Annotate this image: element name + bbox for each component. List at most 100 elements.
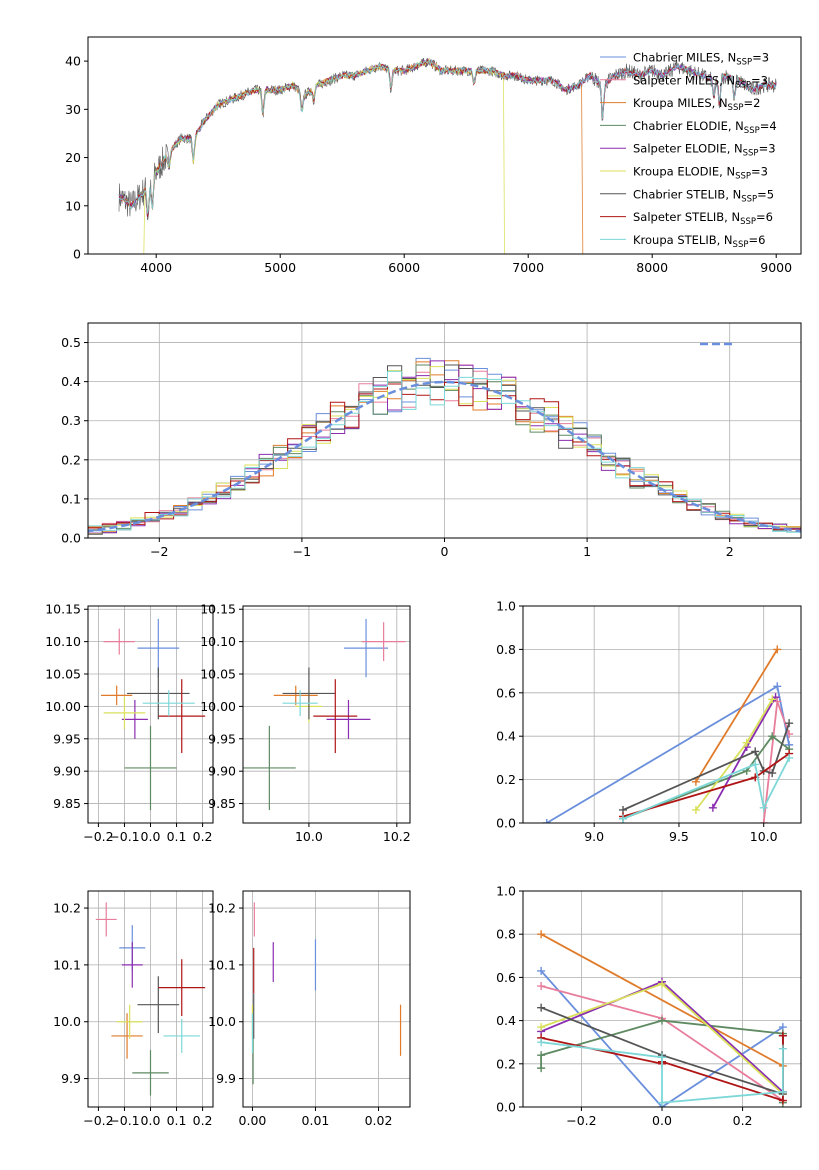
- series-marker-salpeter_miles: [785, 730, 794, 739]
- series-line-kroupa_miles: [540, 933, 784, 1067]
- errorbar-kroupa_stelib: [163, 1018, 200, 1053]
- y-tick-label: 10.1: [208, 957, 236, 972]
- histogram-kroupa_stelib: [88, 370, 801, 533]
- y-tick-label: 10.15: [45, 602, 81, 617]
- x-tick-label: 0.2: [733, 1113, 753, 1128]
- axes-frame: [522, 605, 802, 824]
- errorbar-kroupa_miles: [111, 1013, 143, 1059]
- y-tick-label: 9.90: [53, 764, 81, 779]
- x-tick-label: −1: [293, 544, 311, 559]
- panel-mass-vs-Z: −0.2−0.1 0.0 0.1 0.2 9.9 10.0 10.1 10.2: [53, 890, 214, 1128]
- series-marker-kroupa_stelib: [537, 1038, 546, 1047]
- series-marker-chabrier_stelib: [768, 769, 777, 778]
- x-tick-label: 0.2: [193, 829, 213, 844]
- x-tick-label: 0.1: [167, 1113, 187, 1128]
- series-marker-kroupa_stelib: [658, 1098, 666, 1107]
- series-marker-chabrier_miles: [542, 819, 551, 823]
- x-tick-label: 10.2: [383, 829, 411, 844]
- panel-massweight-vs-age: 9.0 9.5 10.0 0.0 0.2 0.4 0.6 0.8 1.0: [496, 599, 802, 844]
- normal-reference-curve: [88, 380, 801, 533]
- panel-mass-vs-EBV: 0.00 0.01 0.02 9.9 10.0 10.1 10.2: [208, 890, 411, 1128]
- legend-label: Kroupa STELIB, NSSP=6: [633, 233, 765, 250]
- spectrum-model-kroupa_stelib: [118, 59, 777, 214]
- y-tick-label: 0.2: [496, 772, 516, 787]
- x-tick-label: 0: [441, 544, 449, 559]
- y-tick-label: 1.0: [496, 599, 516, 614]
- plot-area: [95, 902, 206, 1096]
- series-marker-salpeter_elodie: [708, 803, 717, 812]
- series-marker-salpeter_stelib: [778, 1096, 787, 1105]
- errorbar-salpeter_miles: [361, 622, 406, 662]
- y-tick-label: 10.15: [200, 602, 236, 617]
- errorbar-salpeter_elodie: [121, 942, 143, 988]
- panel-age-vs-Z: −0.2−0.1 0.0 0.1 0.2 9.85 9.90 9.95 10.00 10.05 1…: [45, 602, 214, 844]
- spectrum-model-kroupa_elodie: [119, 57, 777, 254]
- spectrum-model-kroupa_miles: [118, 57, 777, 254]
- axes-frame: [87, 36, 802, 255]
- y-tick-label: 0.0: [496, 816, 516, 831]
- x-tick-label: −2: [150, 544, 168, 559]
- y-tick-label: 10.10: [200, 634, 236, 649]
- series-marker-kroupa_elodie: [768, 695, 777, 704]
- y-tick-label: 10.0: [53, 1014, 81, 1029]
- x-tick-label: 6000: [388, 260, 420, 275]
- series-line-salpeter_elodie: [712, 696, 777, 809]
- x-tick-label: 0.2: [193, 1113, 213, 1128]
- series-marker-chabrier_miles: [773, 682, 782, 691]
- x-tick-label: 0.1: [167, 829, 187, 844]
- series-marker-chabrier_elodie: [537, 1051, 546, 1060]
- x-tick-label: 8000: [636, 260, 668, 275]
- y-tick-label: 10.05: [45, 667, 81, 682]
- series-marker-kroupa_stelib: [619, 814, 628, 823]
- y-tick-label: 0.4: [496, 729, 516, 744]
- y-tick-label: 0: [73, 247, 81, 262]
- series-marker-kroupa_miles: [773, 645, 782, 654]
- series-marker-salpeter_miles: [773, 697, 782, 706]
- errorbar-salpeter_elodie: [121, 699, 148, 739]
- x-tick-label: −0.2: [83, 829, 113, 844]
- series-marker-kroupa_miles: [537, 930, 546, 939]
- y-tick-label: 9.9: [61, 1071, 81, 1086]
- x-tick-label: −0.1: [109, 1113, 139, 1128]
- y-tick-label: 30: [65, 102, 81, 117]
- x-tick-label: −0.1: [109, 829, 139, 844]
- x-tick-label: 9.0: [584, 829, 604, 844]
- series-marker-chabrier_stelib: [785, 719, 794, 728]
- x-tick-label: 0.0: [141, 829, 161, 844]
- errorbar-salpeter_stelib: [313, 679, 358, 754]
- series-marker-kroupa_elodie: [691, 805, 700, 814]
- x-tick-label: 0.00: [239, 1113, 267, 1128]
- errorbar-chabrier_miles: [344, 618, 389, 678]
- panel-massweight-vs-Z: −0.2 0.0 0.2 0.0 0.2 0.4 0.6 0.8 1.0: [496, 884, 802, 1128]
- y-tick-label: 0.4: [61, 374, 81, 389]
- y-tick-label: 0.8: [496, 927, 516, 942]
- errorbar-chabrier_stelib: [282, 667, 336, 720]
- series-marker-kroupa_stelib: [751, 760, 760, 769]
- y-tick-label: 0.6: [496, 685, 516, 700]
- errorbar-kroupa_elodie: [116, 1004, 143, 1039]
- x-tick-label: 10.0: [295, 829, 323, 844]
- y-tick-label: 10.00: [45, 699, 81, 714]
- y-tick-label: 10.2: [53, 901, 81, 916]
- errorbar-kroupa_elodie: [103, 696, 146, 730]
- series-line-kroupa_miles: [695, 648, 779, 783]
- errorbar-chabrier_stelib: [127, 667, 190, 720]
- spectrum-legend: Chabrier MILES, NSSP=3 Salpeter MILES, NS…: [600, 51, 777, 250]
- axes-frame: [522, 890, 802, 1108]
- series-marker-kroupa_stelib: [759, 803, 768, 812]
- series-marker-salpeter_stelib: [778, 1031, 787, 1040]
- x-tick-label: 0.02: [365, 1113, 393, 1128]
- x-tick-label: 1: [583, 544, 591, 559]
- x-tick-label: 9.5: [669, 829, 689, 844]
- plot-area: [243, 618, 406, 811]
- series-line-chabrier_elodie: [622, 734, 790, 820]
- y-tick-label: 10.2: [208, 901, 236, 916]
- plot-area: [251, 902, 402, 1085]
- y-tick-label: 0.4: [496, 1013, 516, 1028]
- axes-frame: [242, 890, 411, 1108]
- x-tick-label: 5000: [264, 260, 296, 275]
- y-tick-label: 10.05: [200, 667, 236, 682]
- errorbar-kroupa_miles: [273, 685, 318, 706]
- x-tick-label: 4000: [140, 260, 172, 275]
- series-marker-kroupa_stelib: [778, 1044, 787, 1053]
